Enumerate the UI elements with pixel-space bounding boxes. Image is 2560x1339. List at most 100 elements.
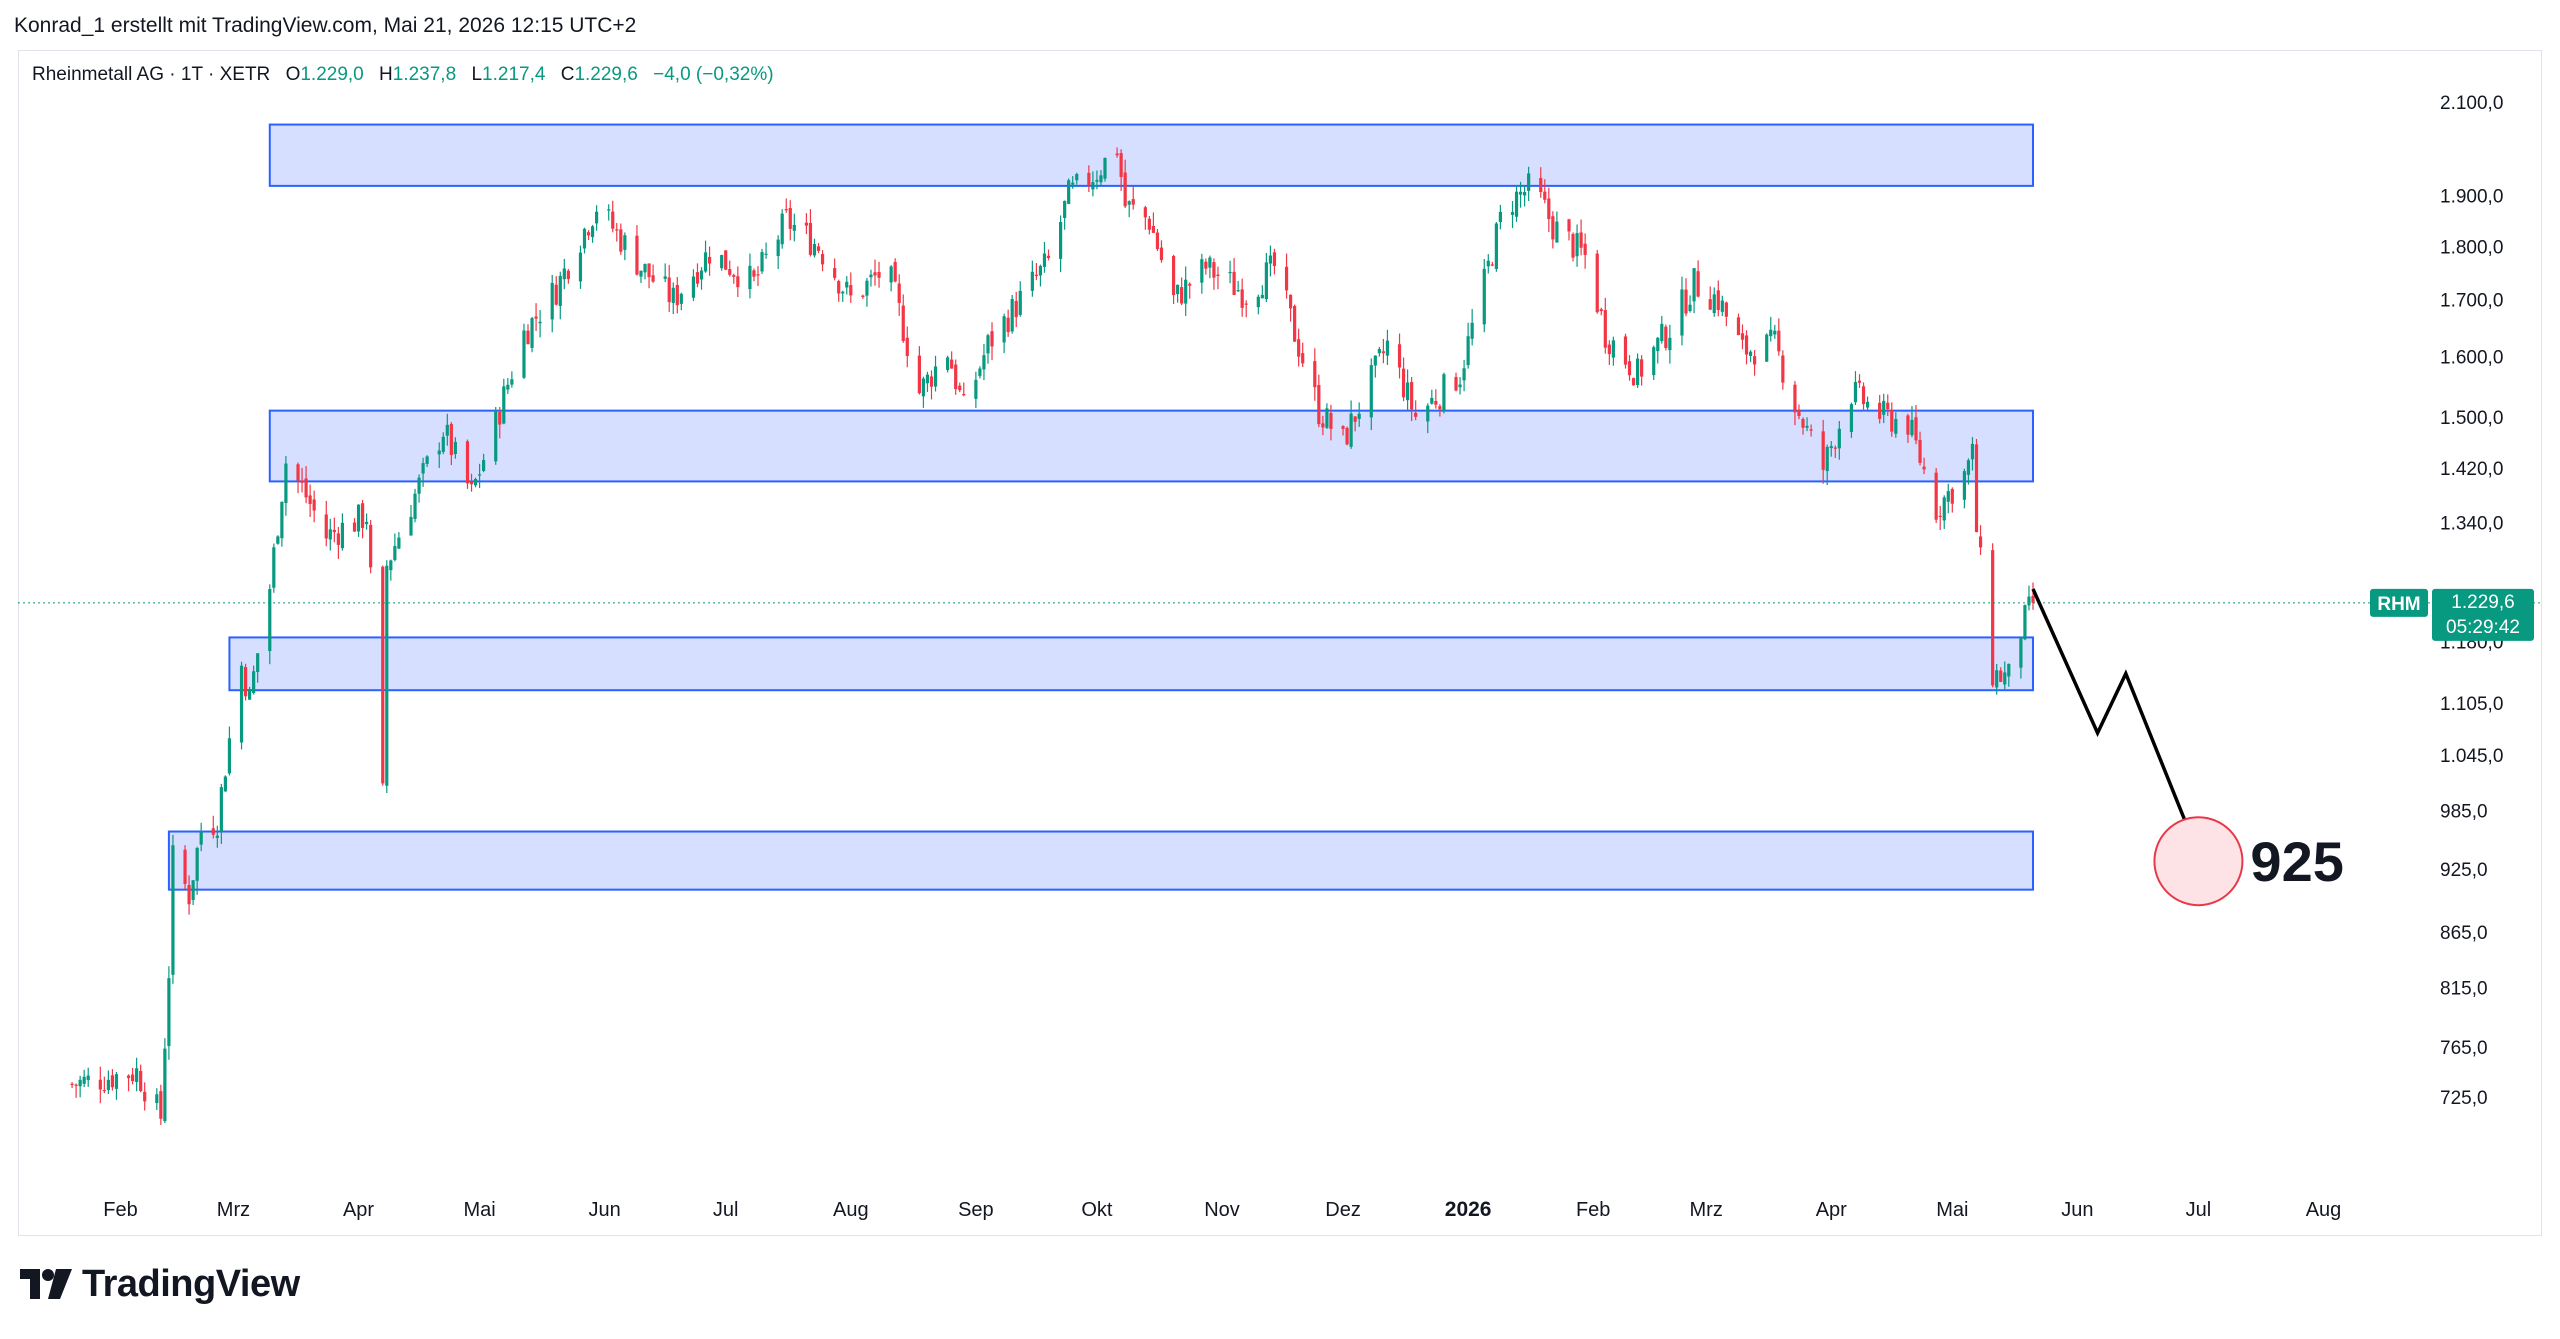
price-zone[interactable] — [228, 636, 2035, 692]
candle — [1353, 416, 1357, 432]
time-axis[interactable]: Feb Mrz Apr Mai Jun Jul Aug Sep Okt Nov Dez 2026 Feb… — [103, 1198, 2341, 1221]
candle-body — [1325, 408, 1329, 428]
candle-body — [1284, 266, 1289, 291]
candle-body — [1765, 334, 1769, 362]
candle — [1184, 266, 1188, 316]
candle-body — [1595, 253, 1599, 313]
price-zone[interactable] — [268, 409, 2035, 483]
candle — [1777, 318, 1781, 356]
price-zone[interactable] — [167, 830, 2035, 891]
candle-body — [1575, 233, 1579, 257]
candle-body — [1849, 404, 1854, 432]
candle-body — [1527, 173, 1531, 191]
candle-body — [1736, 317, 1741, 336]
candle — [635, 225, 639, 276]
ticker-text: RHM — [2377, 594, 2420, 615]
candle-body — [578, 252, 583, 282]
candle — [925, 371, 930, 392]
candle-body — [1861, 386, 1866, 405]
candle — [1894, 412, 1898, 438]
candle-body — [389, 560, 393, 571]
price-zone[interactable] — [268, 123, 2035, 187]
candle — [1288, 294, 1293, 322]
candle — [950, 351, 954, 369]
candle-body — [352, 522, 357, 532]
candle — [167, 966, 171, 1060]
candle-body — [1692, 268, 1696, 302]
projection-drawing[interactable] — [2031, 588, 2244, 907]
candle — [506, 378, 510, 394]
candle-body — [1216, 274, 1220, 277]
candle-body — [869, 274, 873, 278]
candle — [929, 370, 934, 400]
candle-body — [1680, 289, 1684, 336]
candle-body — [929, 376, 934, 387]
candle — [893, 258, 897, 283]
candle-body — [1825, 446, 1829, 472]
candle-body — [167, 978, 171, 1047]
candle — [986, 333, 990, 364]
candle-body — [1244, 303, 1248, 305]
candle-body — [538, 321, 542, 324]
candle-body — [877, 272, 881, 278]
chart-frame[interactable] — [18, 50, 2542, 1236]
candle — [130, 1067, 135, 1085]
candle-body — [1567, 219, 1571, 232]
candle-body — [1942, 497, 1946, 521]
candle-body — [397, 537, 401, 549]
candle — [239, 661, 244, 750]
time-axis-tick: Mrz — [1690, 1199, 1723, 1221]
candle-body — [1978, 536, 1983, 548]
candle-body — [1748, 351, 1753, 356]
candle — [1652, 345, 1656, 380]
candle — [284, 456, 288, 516]
candle — [360, 499, 365, 539]
target-circle[interactable] — [2153, 816, 2244, 907]
candle — [1857, 374, 1862, 388]
projection-line[interactable] — [2031, 588, 2201, 855]
candle-body — [1426, 405, 1430, 422]
time-axis-tick: Aug — [833, 1199, 869, 1221]
symbol-name[interactable]: Rheinmetall AG · 1T · XETR — [32, 64, 271, 85]
candle — [776, 235, 780, 270]
candle — [102, 1076, 106, 1094]
candle — [974, 371, 978, 408]
candle — [1523, 185, 1527, 207]
candle-body — [506, 384, 510, 390]
candle-body — [1272, 252, 1277, 267]
candle-body — [639, 270, 643, 277]
candle-body — [962, 394, 966, 396]
candle-body — [449, 424, 453, 456]
candle — [917, 346, 921, 395]
candle-body — [788, 208, 792, 229]
candle-body — [243, 667, 248, 697]
candle — [663, 263, 667, 283]
candle — [1914, 405, 1918, 445]
candle-body — [663, 276, 667, 279]
candle — [421, 457, 425, 487]
candle-body — [1430, 397, 1434, 404]
candle-body — [219, 787, 223, 833]
candle-body — [1184, 279, 1188, 304]
candle-body — [1635, 358, 1640, 386]
candle — [106, 1070, 110, 1094]
candle — [296, 462, 300, 494]
candle — [1486, 254, 1490, 274]
tradingview-logo[interactable]: TradingView — [18, 1263, 300, 1305]
candle — [352, 518, 357, 532]
candle — [1708, 286, 1712, 310]
candle-body — [1034, 274, 1038, 276]
candle — [607, 204, 611, 221]
candle-body — [1155, 232, 1160, 249]
candle — [1607, 340, 1611, 365]
candle-body — [1260, 294, 1264, 299]
candle-body — [1999, 670, 2003, 682]
candle — [256, 653, 260, 683]
candle — [1442, 372, 1446, 414]
symbol-legend[interactable]: Rheinmetall AG · 1T · XETR O1.229,0 H1.2… — [32, 64, 774, 86]
candle-body — [1401, 368, 1406, 398]
price-axis-tick: 765,0 — [2440, 1038, 2488, 1059]
candle — [86, 1067, 90, 1087]
candle — [639, 270, 643, 283]
